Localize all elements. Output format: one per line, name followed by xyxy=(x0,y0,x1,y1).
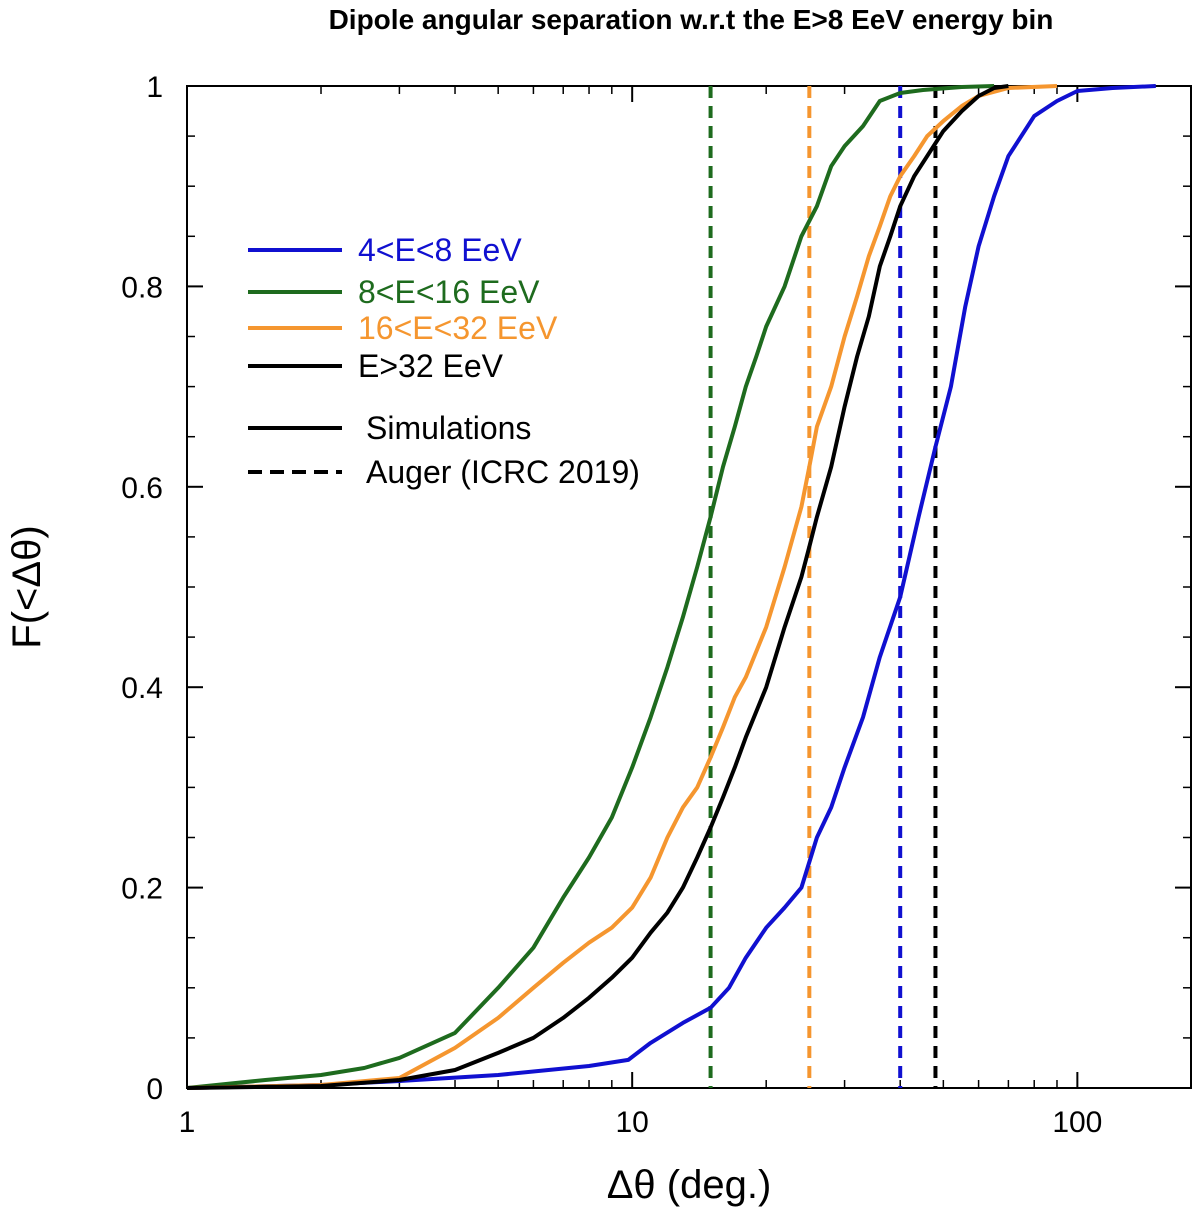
legend-label-e-32-eev: E>32 EeV xyxy=(358,348,504,384)
legend-label-8-e-16-eev: 8<E<16 EeV xyxy=(358,274,540,310)
y-tick-label: 1 xyxy=(146,71,163,104)
auger-dashed-lines xyxy=(708,86,938,1088)
y-tick-label: 0.4 xyxy=(121,672,163,705)
chart-title: Dipole angular separation w.r.t the E>8 … xyxy=(328,4,1054,35)
plot-frame xyxy=(186,85,1192,1089)
x-tick-label: 100 xyxy=(1052,1106,1102,1139)
y-axis-label: F(<Δθ) xyxy=(5,525,49,648)
legend-label-16-e-32-eev: 16<E<32 EeV xyxy=(358,310,558,346)
series-lines xyxy=(186,84,1156,1090)
series-line-e-32-eev xyxy=(186,84,1009,1090)
x-tick-label: 1 xyxy=(179,1106,196,1139)
x-tick-label: 10 xyxy=(615,1106,648,1139)
y-tick-label: 0.6 xyxy=(121,472,163,505)
series-line-8-e-16-eev xyxy=(186,84,995,1090)
tick-labels: 0 0.2 0.4 0.6 0.8 1 1 10 100 xyxy=(121,71,1102,1139)
y-tick-label: 0.8 xyxy=(121,271,163,304)
x-axis-label: Δθ (deg.) xyxy=(607,1163,772,1207)
legend-style-label-simulations: Simulations xyxy=(366,410,531,446)
y-tick-label: 0.2 xyxy=(121,873,163,906)
axis-ticks xyxy=(186,85,1191,1089)
series-line-16-e-32-eev xyxy=(186,84,1058,1090)
legend-label-4-e-8-eev: 4<E<8 EeV xyxy=(358,232,522,268)
series-line-4-e-8-eev xyxy=(186,84,1156,1090)
legend-style-label-auger-icrc-2019: Auger (ICRC 2019) xyxy=(366,454,640,490)
y-tick-label: 0 xyxy=(146,1073,163,1106)
